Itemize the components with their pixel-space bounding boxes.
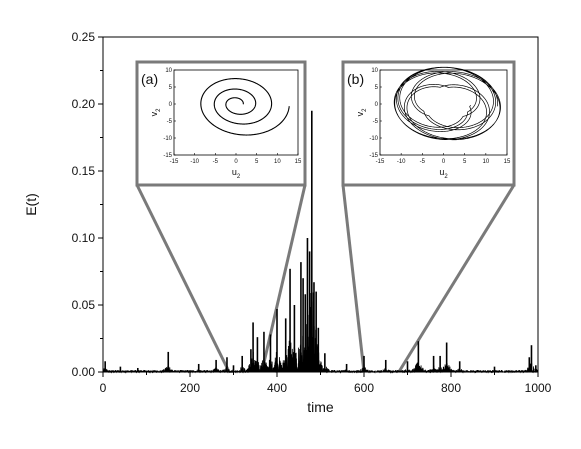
inset-x-tick-label: -5 (420, 159, 426, 165)
y-axis: 0.00 0.05 0.10 0.15 0.20 0.25 (72, 30, 103, 379)
inset-x-label: u2 (439, 167, 448, 180)
inset-y-tick-label: -10 (163, 136, 172, 142)
inset-x-tick-label: 10 (274, 159, 281, 165)
inset-x-tick-label: 15 (504, 159, 511, 165)
inset-panel-label: (b) (347, 71, 364, 87)
y-tick-label: 0.10 (72, 231, 96, 245)
x-tick-label: 600 (354, 381, 374, 395)
zoom-connector (341, 184, 366, 373)
inset-trajectory (200, 78, 290, 136)
x-tick-label: 1000 (525, 381, 552, 395)
inset-y-tick-label: 5 (169, 85, 173, 91)
inset-y-tick-label: -5 (373, 119, 379, 125)
x-axis-label: time (307, 399, 334, 415)
inset-y-label: v2 (355, 108, 368, 117)
inset-x-tick-label: -15 (170, 159, 179, 165)
x-tick-label: 400 (267, 381, 287, 395)
inset-trajectory (393, 66, 501, 141)
inset-x-tick-label: 0 (442, 159, 446, 165)
inset-panel-label: (a) (141, 71, 158, 87)
main-chart: 0 200 400 600 800 1000 0.000.050.100.150.200.… (23, 30, 552, 415)
y-tick-label: 0.00 (72, 365, 96, 379)
inset-x-tick-label: -10 (190, 159, 199, 165)
inset-frame (341, 60, 516, 187)
y-tick-label: 0.25 (72, 30, 96, 44)
inset-y-tick-label: -15 (163, 153, 172, 159)
inset-y-tick-label: 0 (169, 102, 173, 108)
inset-x-tick-label: 5 (463, 159, 467, 165)
inset-y-label: v2 (149, 108, 162, 117)
inset-x-tick-label: -5 (213, 159, 219, 165)
zoom-connector (135, 184, 231, 373)
inset-y-tick-label: -10 (369, 136, 378, 142)
zoom-connectors (135, 184, 516, 373)
x-axis: 0 200 400 600 800 1000 (100, 372, 552, 395)
zoom-connector (397, 184, 516, 373)
inset-y-tick-label: 0 (375, 102, 379, 108)
inset-y-tick-label: 10 (165, 68, 172, 74)
inset-x-tick-label: 10 (482, 159, 489, 165)
inset-x-label: u2 (232, 167, 241, 180)
x-tick-label: 200 (180, 381, 200, 395)
inset-b: -15 -10 -5 0 5 10 15 10 5 0 -5 -10 -15 u2 v2 (b) (341, 60, 516, 187)
zoom-connector (260, 184, 307, 373)
inset-x-tick-label: 0 (234, 159, 238, 165)
y-tick-label: 0.05 (72, 298, 96, 312)
inset-x-tick-label: 5 (255, 159, 259, 165)
inset-x-tick-label: 15 (295, 159, 302, 165)
x-tick-label: 800 (441, 381, 461, 395)
inset-y-tick-label: -5 (167, 119, 173, 125)
inset-x-tick-label: -15 (376, 159, 385, 165)
inset-a: -15 -10 -5 0 5 10 15 10 5 0 -5 -10 -15 u2 v2 (a) (135, 60, 307, 187)
inset-y-tick-label: 5 (375, 85, 379, 91)
y-tick-label: 0.20 (72, 97, 96, 111)
inset-y-tick-label: -15 (369, 153, 378, 159)
main-trace (102, 110, 539, 374)
inset-y-tick-label: 10 (371, 68, 378, 74)
y-tick-label: 0.15 (72, 164, 96, 178)
y-axis-label: E(t) (23, 193, 39, 216)
inset-frame (135, 60, 307, 187)
inset-x-tick-label: -10 (397, 159, 406, 165)
x-tick-label: 0 (100, 381, 107, 395)
